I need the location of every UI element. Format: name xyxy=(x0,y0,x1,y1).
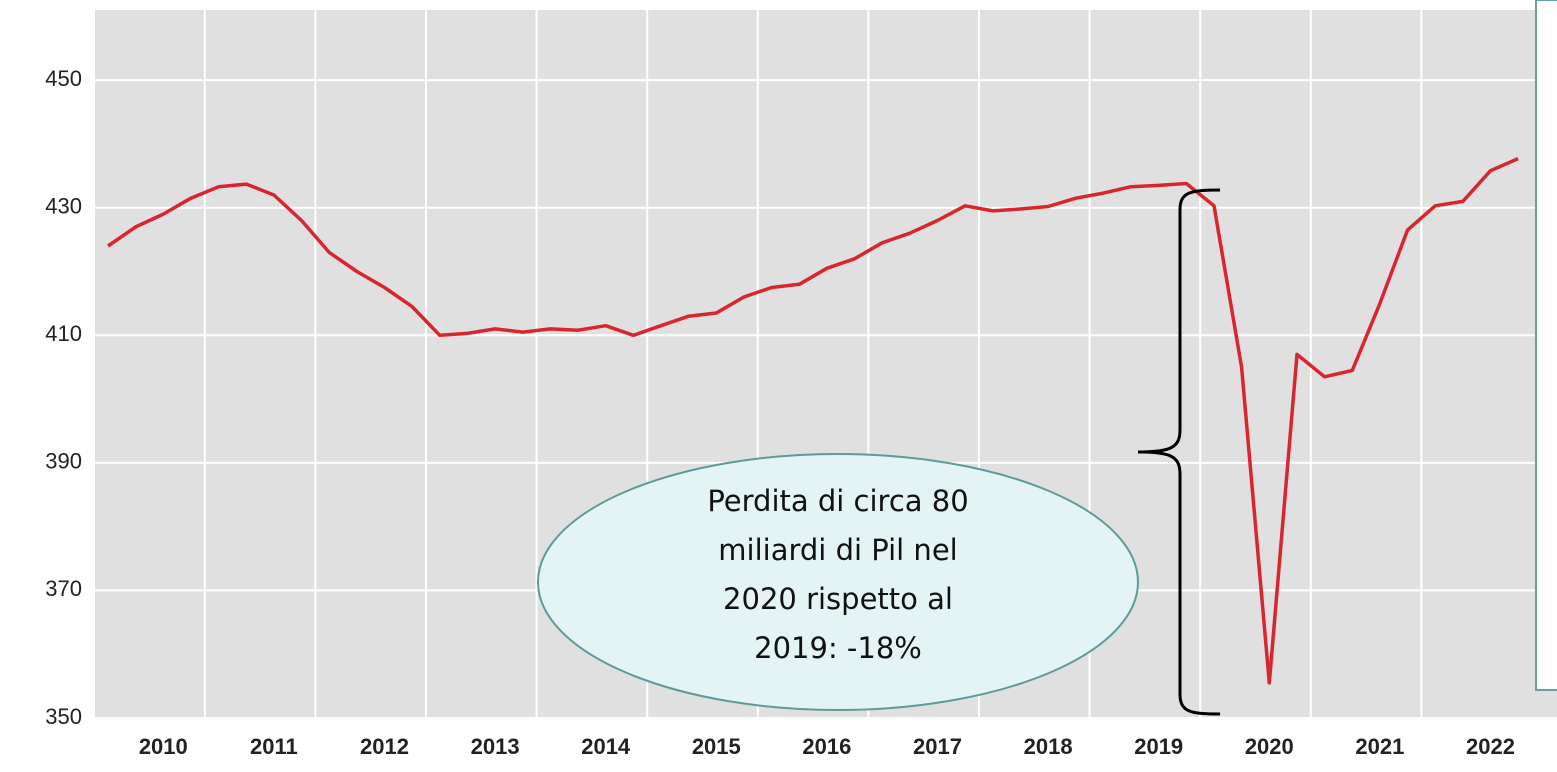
annotation: Perdita di circa 80 miliardi di Pil nel … xyxy=(707,484,968,665)
line xyxy=(107,156,1519,685)
x-tick-label: 2022 xyxy=(1466,734,1515,759)
x-tick-label: 2012 xyxy=(360,734,409,759)
annotation-line: miliardi di Pil nel xyxy=(718,533,957,567)
x-tick-label: 2013 xyxy=(471,734,520,759)
marks xyxy=(107,156,1519,685)
y-tick-label: 410 xyxy=(45,321,82,346)
y-tick-label: 370 xyxy=(45,576,82,601)
x-tick-label: 2011 xyxy=(250,734,298,759)
annotation-line: 2019: -18% xyxy=(754,631,922,665)
x-tick-label: 2016 xyxy=(802,734,851,759)
y-tick-label: 390 xyxy=(45,449,82,474)
y-tick-label: 450 xyxy=(45,66,82,91)
x-tick-label: 2021 xyxy=(1355,734,1404,759)
y-tick-label: 350 xyxy=(45,704,82,729)
x-tick-label: 2020 xyxy=(1245,734,1294,759)
x-tick-label: 2015 xyxy=(692,734,741,759)
annotation-line: Perdita di circa 80 xyxy=(707,484,968,518)
x-tick-label: 2018 xyxy=(1024,734,1073,759)
annotation-line: 2020 rispetto al xyxy=(723,582,953,616)
brace xyxy=(1137,188,1221,716)
x-tick-label: 2017 xyxy=(913,734,962,759)
y-tick-label: 430 xyxy=(45,194,82,219)
side-panel xyxy=(1535,0,1557,691)
annotation-bubble xyxy=(537,453,1139,711)
x-tick-label: 2019 xyxy=(1134,734,1183,759)
x-tick-label: 2010 xyxy=(139,734,188,759)
x-tick-label: 2014 xyxy=(581,734,631,759)
